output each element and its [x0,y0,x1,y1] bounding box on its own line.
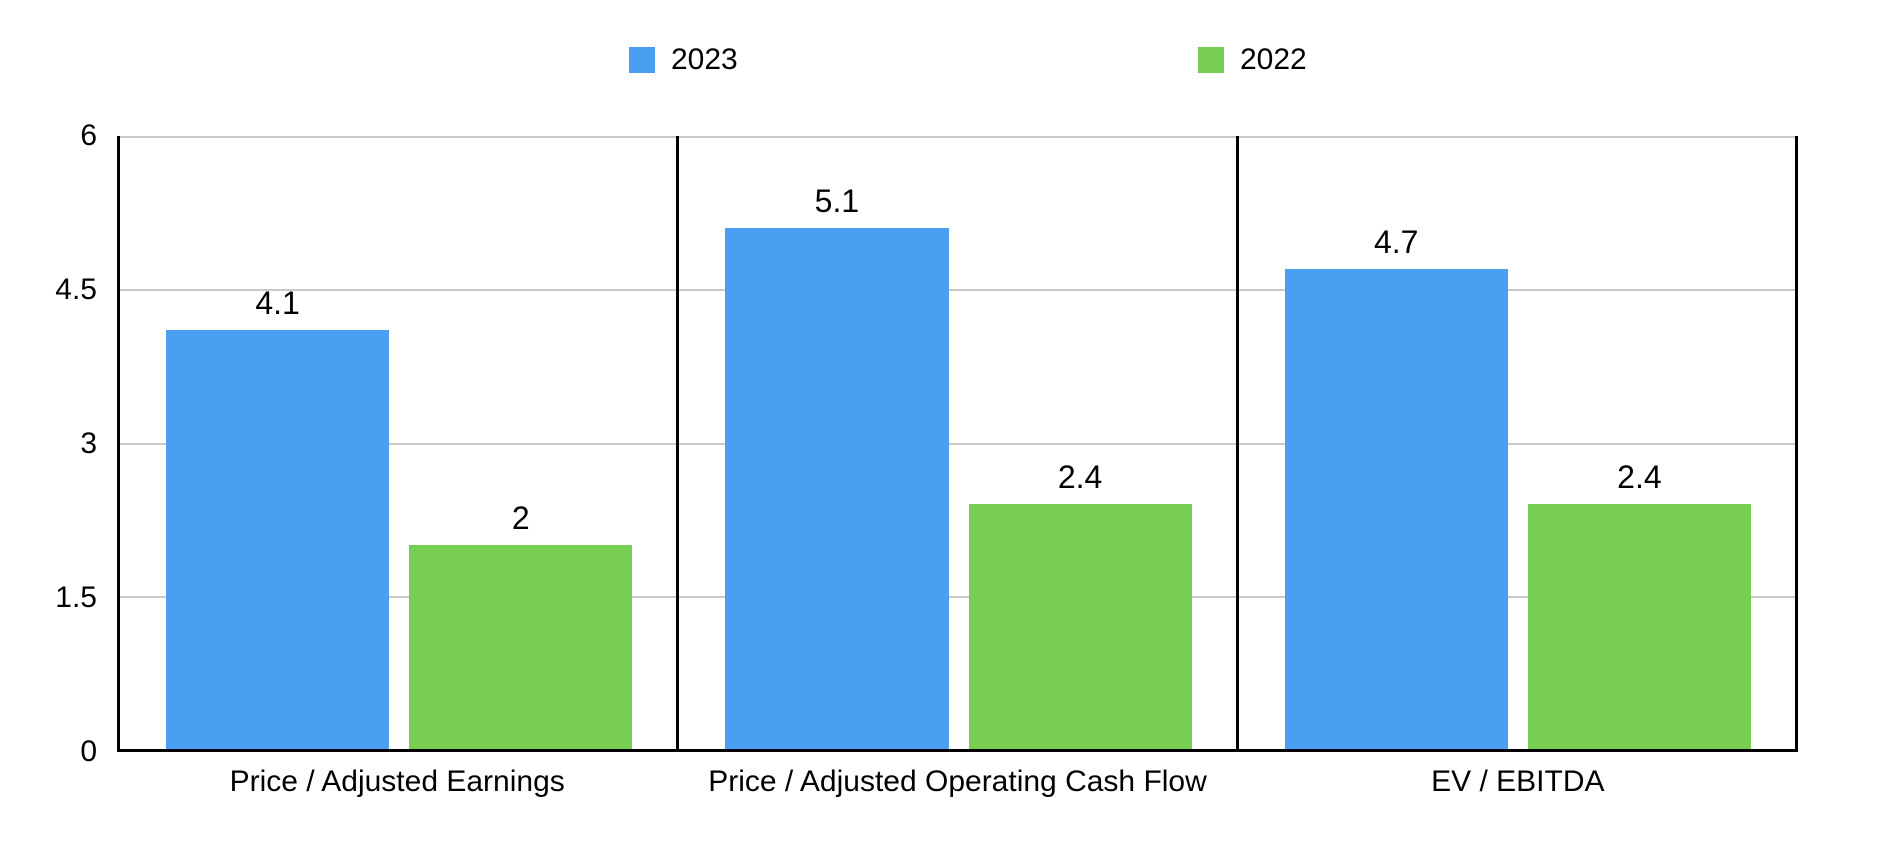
y-tick-0: 0 [80,735,97,768]
bar-2022-ev-ebitda: 2.4 [1527,460,1751,749]
category-label-price-adjusted-earnings: Price / Adjusted Earnings [229,765,565,798]
bar-value-label: 2.4 [1057,458,1103,495]
category-label-ev-ebitda: EV / EBITDA [1431,765,1605,798]
panel-ev-ebitda: 4.7 2.4 [1239,136,1795,749]
bar-value-label: 2 [511,499,530,536]
y-tick-1-5: 1.5 [55,581,97,614]
bar-value-label: 2.4 [1617,458,1662,495]
y-tick-4-5: 4.5 [55,273,97,306]
gridline-6 [120,136,1795,138]
panel-price-adjusted-earnings: 4.1 2 [120,136,680,749]
category-label-price-adjusted-operating-cash-flow: Price / Adjusted Operating Cash Flow [708,765,1207,798]
legend-label-2023: 2023 [671,43,738,76]
bar-2023-price-adjusted-earnings: 4.1 [166,286,390,749]
plot-area: 4.1 2 5.1 2.4 4.7 2.4 [117,136,1798,752]
legend-item-2022: 2022 [1198,45,1307,75]
bar-value-label: 4.7 [1373,223,1419,260]
y-tick-6: 6 [80,119,97,152]
bar-value-label: 5.1 [814,182,860,219]
legend-item-2023: 2023 [629,45,738,75]
bar-2023-price-adjusted-operating-cash-flow: 5.1 [725,184,949,749]
legend-swatch-2023-icon [629,47,655,73]
y-tick-3: 3 [80,427,97,460]
bar-value-label: 4.1 [255,285,300,322]
gridline-3 [120,442,1795,445]
gridline-4-5 [120,289,1795,292]
panel-price-adjusted-operating-cash-flow: 5.1 2.4 [679,136,1239,749]
legend-swatch-2022-icon [1198,47,1224,73]
bar-2022-price-adjusted-earnings: 2 [409,501,633,749]
bar-2023-ev-ebitda: 4.7 [1284,225,1508,749]
bar-2022-price-adjusted-operating-cash-flow: 2.4 [968,460,1192,749]
gridline-1-5 [120,595,1795,598]
legend-label-2022: 2022 [1240,43,1307,76]
x-axis-labels: Price / Adjusted Earnings Price / Adjust… [117,766,1798,798]
